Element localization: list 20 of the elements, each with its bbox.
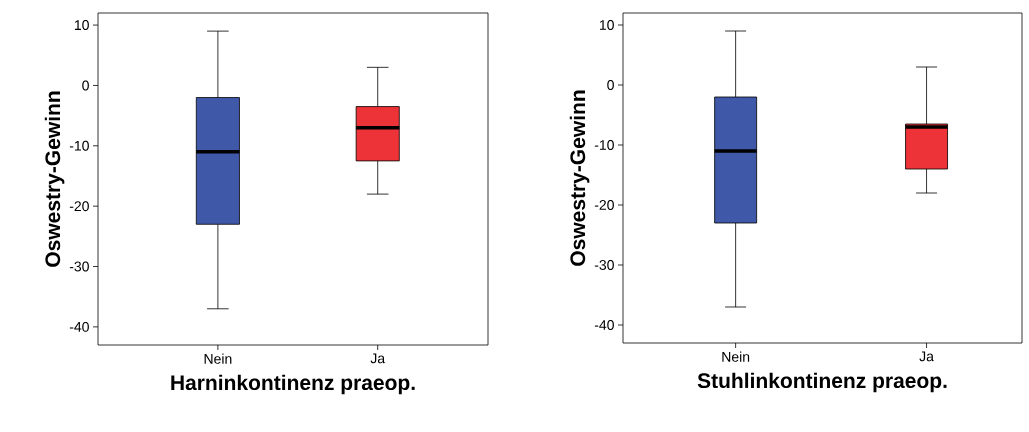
x-tick-label: Ja <box>919 351 934 362</box>
y-tick-label: -30 <box>594 260 614 270</box>
x-axis-title: Harninkontinenz praeop. <box>171 374 415 395</box>
y-tick-label: -40 <box>69 321 89 332</box>
y-tick-label: 0 <box>607 80 614 90</box>
x-tick-label: Nein <box>204 353 232 364</box>
x-axis-title: Stuhlinkontinenz praeop. <box>697 372 947 393</box>
y-tick-label: -10 <box>594 140 614 150</box>
y-tick-label: -20 <box>594 200 614 210</box>
y-tick-label: -30 <box>69 261 89 272</box>
y-axis-title: Oswestry-Gewinn <box>44 91 65 267</box>
x-tick-label: Nein <box>722 351 750 362</box>
y-tick-label: -10 <box>69 140 89 151</box>
y-tick-label: 10 <box>74 20 89 31</box>
y-tick-label: 10 <box>599 20 614 30</box>
x-tick-label: Ja <box>370 353 386 364</box>
y-tick-label: -20 <box>69 201 89 212</box>
y-axis-title: Oswestry-Gewinn <box>569 90 590 266</box>
y-tick-label: -40 <box>594 320 614 330</box>
y-tick-label: 0 <box>82 80 89 91</box>
